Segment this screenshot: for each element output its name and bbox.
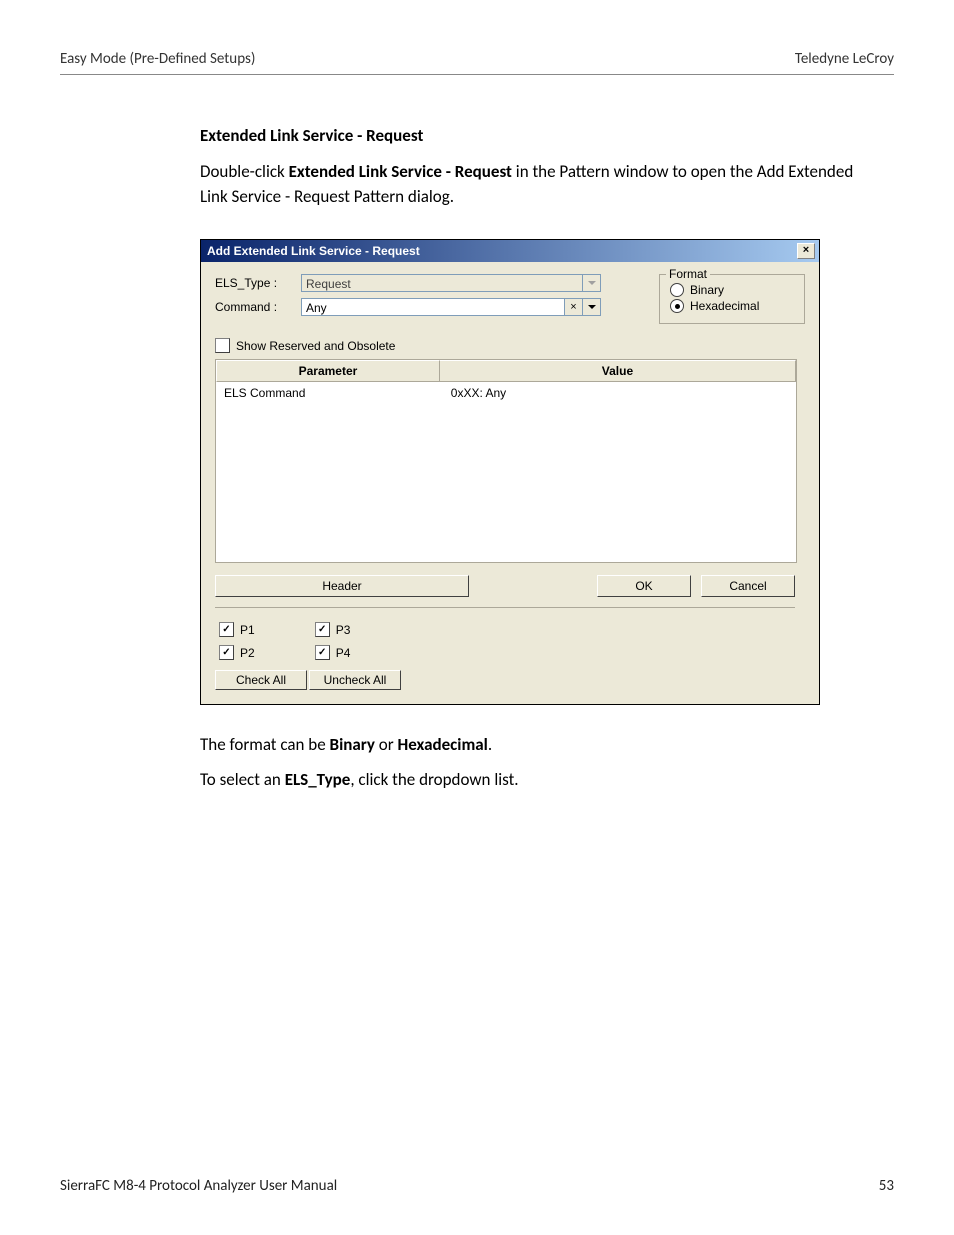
els-type-select[interactable]: Request xyxy=(301,274,583,292)
parameter-grid: Parameter Value ELS Command 0xXX: Any xyxy=(215,359,797,563)
dialog-titlebar: Add Extended Link Service - Request × xyxy=(201,240,819,262)
footer-page-number: 53 xyxy=(879,1177,894,1195)
checkbox-show-reserved-label: Show Reserved and Obsolete xyxy=(236,339,395,353)
command-select[interactable]: Any xyxy=(301,298,565,316)
radio-binary-label: Binary xyxy=(690,283,724,297)
checkbox-show-reserved[interactable] xyxy=(215,338,230,353)
close-icon[interactable]: × xyxy=(797,243,815,259)
label-p1: P1 xyxy=(240,623,255,637)
grid-cell-parameter[interactable]: ELS Command xyxy=(216,382,443,562)
checkbox-p4[interactable] xyxy=(315,645,330,660)
format-group: Format Binary Hexadecimal xyxy=(659,274,805,324)
els-type-dropdown-icon[interactable] xyxy=(583,274,601,292)
radio-binary[interactable] xyxy=(670,283,684,297)
dialog-title: Add Extended Link Service - Request xyxy=(207,244,420,258)
els-type-label: ELS_Type : xyxy=(215,276,301,290)
checkbox-p1[interactable] xyxy=(219,622,234,637)
radio-hex[interactable] xyxy=(670,299,684,313)
format-legend: Format xyxy=(666,267,710,281)
clear-icon[interactable]: × xyxy=(565,298,583,316)
command-dropdown-icon[interactable] xyxy=(583,298,601,316)
dialog-add-els-request: Add Extended Link Service - Request × EL… xyxy=(200,239,820,705)
cancel-button[interactable]: Cancel xyxy=(701,575,795,597)
radio-hex-label: Hexadecimal xyxy=(690,299,759,313)
uncheck-all-button[interactable]: Uncheck All xyxy=(309,670,401,690)
column-header-value[interactable]: Value xyxy=(440,360,796,382)
header-left: Easy Mode (Pre-Defined Setups) xyxy=(60,50,255,68)
paragraph-3: To select an ELS_Type, click the dropdow… xyxy=(200,768,874,793)
ports-group: P1 P2 P3 P4 xyxy=(219,622,805,660)
column-header-parameter[interactable]: Parameter xyxy=(216,360,440,382)
header-right: Teledyne LeCroy xyxy=(795,50,894,68)
label-p2: P2 xyxy=(240,646,255,660)
paragraph-1: Double-click Extended Link Service - Req… xyxy=(200,160,874,209)
header-button[interactable]: Header xyxy=(215,575,469,597)
checkbox-p2[interactable] xyxy=(219,645,234,660)
checkbox-p3[interactable] xyxy=(315,622,330,637)
ok-button[interactable]: OK xyxy=(597,575,691,597)
chevron-down-icon xyxy=(588,281,596,285)
page-header: Easy Mode (Pre-Defined Setups) Teledyne … xyxy=(60,50,894,75)
command-label: Command : xyxy=(215,300,301,314)
paragraph-2: The format can be Binary or Hexadecimal. xyxy=(200,733,874,758)
chevron-down-icon xyxy=(588,305,596,309)
page-footer: SierraFC M8-4 Protocol Analyzer User Man… xyxy=(60,1177,894,1195)
footer-left: SierraFC M8-4 Protocol Analyzer User Man… xyxy=(60,1177,337,1195)
grid-cell-value[interactable]: 0xXX: Any xyxy=(443,382,796,562)
label-p4: P4 xyxy=(336,646,351,660)
section-title: Extended Link Service - Request xyxy=(200,125,874,146)
check-all-button[interactable]: Check All xyxy=(215,670,307,690)
label-p3: P3 xyxy=(336,623,351,637)
